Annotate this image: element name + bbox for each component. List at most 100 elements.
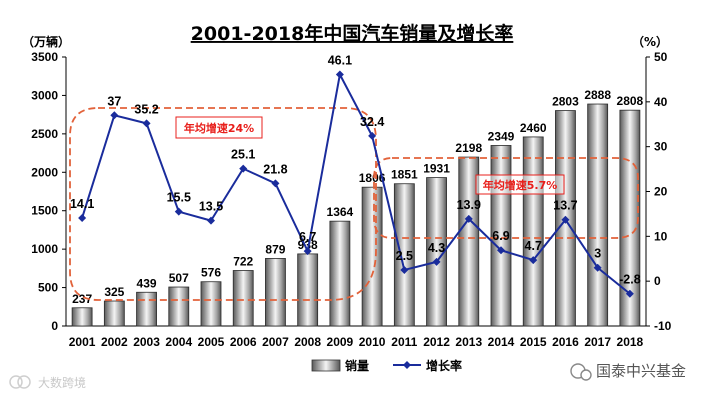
bar-value-label: 2803 [552,95,579,109]
line-value-label: 13.9 [457,198,481,212]
annotation-box-early [175,116,263,139]
line-point-2014 [497,246,505,255]
bar-2018 [619,109,641,327]
chart-title: 2001-2018年中国汽车销量及增长率 [191,22,514,45]
right-tick-label: 10 [654,229,668,243]
legend-line-marker [403,361,411,369]
x-tick-label: 2017 [584,335,611,349]
x-tick-label: 2005 [198,335,225,349]
x-tick-label: 2014 [488,335,515,349]
bar-2010 [361,186,383,327]
line-point-2002 [110,111,119,120]
bar-value-label: 2198 [455,141,482,155]
line-point-2018 [625,289,634,298]
line-value-label: 15.5 [167,191,191,205]
left-tick-label: 3500 [31,50,58,64]
x-tick-label: 2012 [423,335,450,349]
x-tick-label: 2008 [294,335,321,349]
left-axis-ticks: 0 500 1000 1500 2000 2500 3000 3500 [31,50,66,333]
bar-2009 [329,220,351,327]
x-tick-label: 2015 [520,335,547,349]
line-value-label: 37 [107,94,121,108]
line-value-label: 4.3 [428,241,445,255]
line-point-2005 [207,216,215,225]
legend-bar-swatch [311,359,341,372]
bar-value-label: 1931 [423,162,450,176]
bar-2013 [458,156,480,327]
right-axis-ticks: -10 0 10 20 30 40 50 [646,50,672,333]
bar-value-label: 1806 [359,171,386,185]
line-value-label: 2.5 [396,249,413,263]
line-value-label: 14.1 [70,197,94,211]
bar-value-label: 2808 [617,94,644,108]
line-value-label: 13.5 [199,200,223,214]
x-tick-label: 2010 [359,335,386,349]
right-tick-label: 0 [654,274,661,288]
line-value-label: 35.2 [134,102,158,116]
bar-2006 [232,270,254,327]
bar-value-label: 576 [201,266,221,280]
bar-2005 [200,281,222,327]
annotation-text-late: 年均增速5.7% [483,178,558,192]
bar-series [71,103,641,327]
x-tick-label: 2011 [391,335,417,349]
line-value-label: 32.4 [360,115,384,129]
line-value-label: 25.1 [231,148,255,162]
line-value-label: 46.1 [328,53,352,67]
bar-value-label: 2460 [520,121,547,135]
watermark-left-text: 大数跨境 [38,375,86,390]
bar-value-label: 2888 [584,88,611,102]
bar-2015 [522,136,544,327]
annotation-text-early: 年均增速24% [184,121,254,135]
bar-2008 [297,253,319,327]
bar-value-label: 439 [137,276,157,290]
right-tick-label: 40 [654,95,668,109]
x-tick-label: 2009 [327,335,354,349]
annotation-region-late [373,157,639,239]
bar-value-label: 722 [233,255,253,269]
x-tick-label: 2013 [455,335,482,349]
x-tick-label: 2002 [101,335,128,349]
x-tick-label: 2007 [262,335,289,349]
bar-2001 [71,307,93,327]
legend: 销量 增长率 [311,358,462,373]
bar-value-label: 325 [104,285,124,299]
line-value-label: 6.7 [299,230,316,244]
left-tick-label: 500 [38,281,58,295]
line-point-2017 [593,263,602,272]
line-value-label: 6.9 [492,229,509,243]
bar-value-label: 1364 [327,205,354,219]
line-point-2013 [464,214,473,223]
line-point-2007 [271,179,280,188]
bar-value-label: 507 [169,271,189,285]
growth-rate-line [81,73,631,295]
line-point-2006 [239,164,248,173]
line-value-label: -2.8 [619,273,641,287]
bar-value-label: 879 [265,242,285,256]
left-tick-label: 3000 [31,88,58,102]
x-tick-label: 2018 [617,335,644,349]
left-axis-unit: （万辆） [22,34,70,49]
line-point-2004 [174,207,183,216]
bar-value-label: 237 [72,292,92,306]
annotation-region-early [69,107,377,301]
line-value-label: 3 [594,247,601,261]
annotation-box-late [475,174,565,195]
bar-2012 [426,177,447,327]
right-tick-label: -10 [654,319,672,333]
left-tick-label: 2500 [31,127,58,141]
line-point-2011 [400,265,409,274]
x-tick-label: 2016 [552,335,579,349]
bar-2017 [587,103,609,327]
right-tick-label: 20 [654,185,668,199]
bar-2003 [136,291,157,327]
line-value-labels: 14.1 37 35.2 15.5 13.5 25.1 21.8 6.7 46.1 32.4 2.5… [70,53,641,286]
left-tick-label: 0 [51,319,58,333]
watermark-right: 国泰中兴基金 [570,362,686,381]
x-tick-label: 2006 [230,335,257,349]
bar-2011 [393,183,415,327]
line-point-2009 [335,70,344,79]
line-value-label: 21.8 [263,162,287,176]
